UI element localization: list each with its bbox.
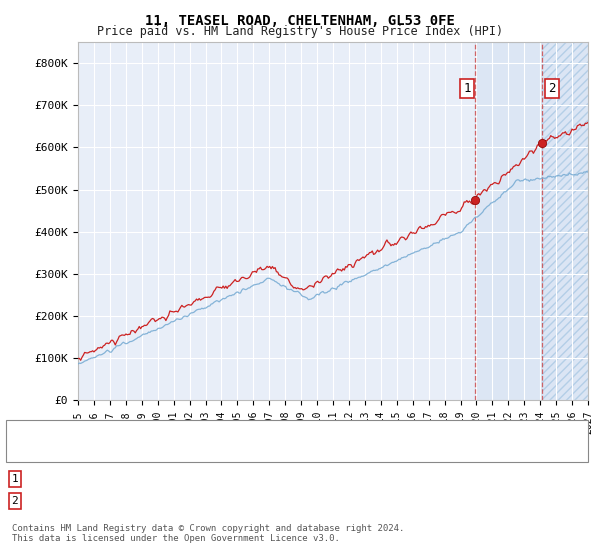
Text: 1: 1 xyxy=(463,82,470,95)
Bar xyxy=(542,42,588,400)
Text: £475,995: £475,995 xyxy=(210,474,264,484)
Text: 22-NOV-2019: 22-NOV-2019 xyxy=(45,474,119,484)
Bar xyxy=(542,42,588,400)
Text: HPI: Average price, detached house, Tewkesbury: HPI: Average price, detached house, Tewk… xyxy=(51,446,321,456)
Bar xyxy=(475,42,542,400)
Text: Price paid vs. HM Land Registry's House Price Index (HPI): Price paid vs. HM Land Registry's House … xyxy=(97,25,503,38)
Text: Contains HM Land Registry data © Crown copyright and database right 2024.
This d: Contains HM Land Registry data © Crown c… xyxy=(12,524,404,543)
Text: 2: 2 xyxy=(11,496,19,506)
Text: 14-FEB-2024: 14-FEB-2024 xyxy=(45,496,119,506)
Text: 2: 2 xyxy=(548,82,556,95)
Text: 19% ↑ HPI: 19% ↑ HPI xyxy=(348,496,409,506)
Text: ——: —— xyxy=(18,444,33,458)
Text: 1: 1 xyxy=(11,474,19,484)
Text: 11, TEASEL ROAD, CHELTENHAM, GL53 0FE: 11, TEASEL ROAD, CHELTENHAM, GL53 0FE xyxy=(145,14,455,28)
Text: 11, TEASEL ROAD, CHELTENHAM, GL53 0FE (detached house): 11, TEASEL ROAD, CHELTENHAM, GL53 0FE (d… xyxy=(51,422,368,432)
Text: 13% ↑ HPI: 13% ↑ HPI xyxy=(348,474,409,484)
Text: ——: —— xyxy=(18,421,33,434)
Text: £610,000: £610,000 xyxy=(210,496,264,506)
